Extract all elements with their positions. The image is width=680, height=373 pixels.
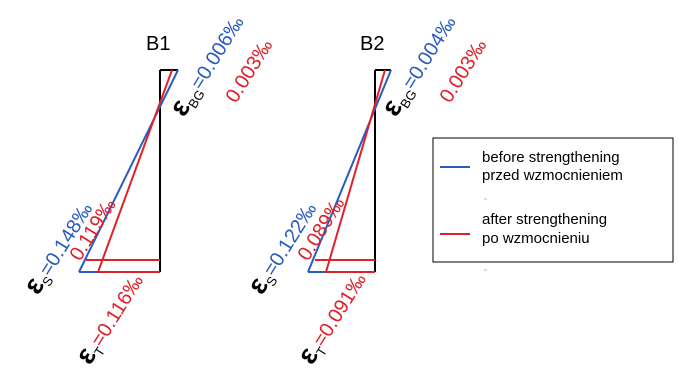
- b2-eps-t-after-value: =0.091‰: [309, 270, 371, 351]
- b1-after-strain-line: [97, 69, 173, 273]
- b2-after-strain-line: [325, 69, 386, 273]
- legend-before-line1: before strengthening: [482, 149, 620, 166]
- b2-eps-t-label: εT=0.091‰: [291, 265, 374, 370]
- legend-before-line2: przed wzmocnieniem: [482, 167, 623, 184]
- b2-eps-bg-before-label: εBG=0.004‰: [375, 8, 463, 122]
- b1-eps-t-label: εT=0.116‰: [69, 267, 151, 371]
- legend-after-line1: after strengthening: [482, 211, 607, 228]
- diagram-b1: B1 εBG=0.006‰ 0.003‰ εS=0.148‰ 0.119‰ εT…: [17, 12, 278, 371]
- legend-after-line2: po wzmocnieniu: [482, 230, 590, 247]
- diagram-b2-title: B2: [360, 33, 384, 55]
- legend-box: [432, 137, 674, 263]
- b1-eps-t-after-value: =0.116‰: [87, 271, 148, 351]
- b2-before-strain-line: [307, 69, 392, 273]
- diagram-b1-title: B1: [146, 33, 170, 55]
- b1-before-strain-line: [78, 69, 179, 273]
- legend: before strengthening przed wzmocnieniem …: [432, 137, 674, 271]
